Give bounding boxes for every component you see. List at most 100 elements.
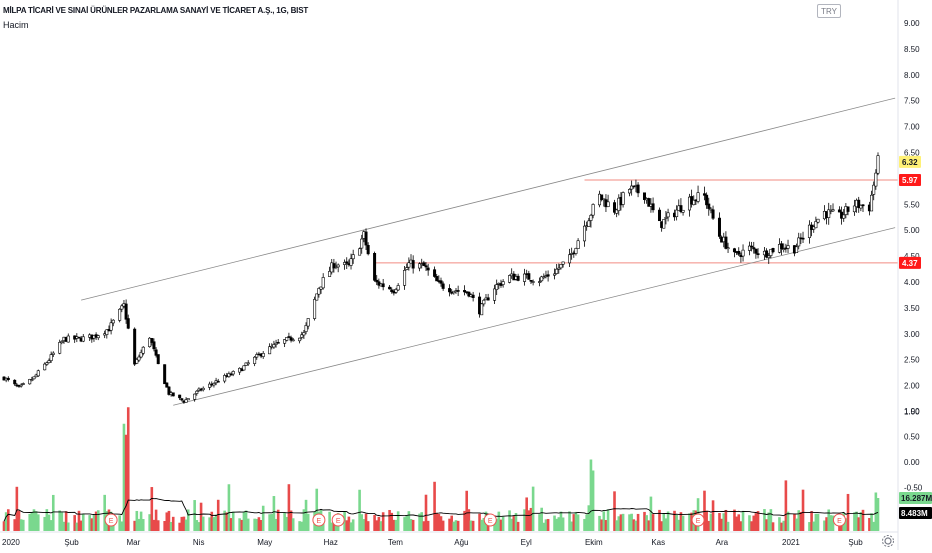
candle-down: [643, 192, 647, 200]
earnings-marker-label: E: [317, 518, 322, 525]
volume-bar: [876, 498, 880, 531]
candle-down: [717, 217, 721, 237]
volume-bar: [422, 521, 426, 531]
candle-down: [711, 209, 715, 219]
volume-ma-line: [3, 497, 879, 522]
candle-up: [876, 155, 880, 174]
candle-up: [508, 275, 512, 283]
volume-bar: [540, 507, 543, 531]
candle-up: [403, 270, 407, 286]
volume-bar: [392, 519, 396, 531]
volume-bar: [870, 513, 873, 531]
volume-bar: [469, 520, 473, 531]
volume-bar: [735, 516, 738, 531]
price-axis-label: 5.50: [904, 200, 920, 209]
volume-bar: [199, 502, 203, 531]
candle-down: [124, 303, 128, 320]
candle-up: [767, 255, 771, 259]
volume-bar: [289, 510, 293, 531]
earnings-marker[interactable]: E: [483, 513, 497, 527]
volume-bar: [272, 496, 276, 531]
chart-title: MİLPA TİCARİ VE SINAİ ÜRÜNLER PAZARLAMA …: [3, 6, 309, 15]
candle-up: [184, 399, 188, 403]
volume-bar: [739, 521, 743, 531]
candle-down: [426, 267, 430, 271]
candle-down: [750, 245, 754, 248]
candle-up: [480, 303, 484, 316]
candle-down: [154, 349, 158, 356]
earnings-marker-label: E: [488, 518, 493, 525]
volume-bar: [381, 512, 385, 531]
candle-down: [756, 253, 760, 255]
volume-bar: [780, 522, 783, 531]
volume-bar: [330, 522, 334, 531]
volume-bar: [602, 511, 606, 531]
candle-up: [321, 277, 325, 289]
volume-bar: [844, 518, 848, 531]
volume-bar: [859, 512, 863, 531]
volume-bar: [178, 522, 181, 531]
volume-bar: [19, 519, 23, 531]
volume-bar: [632, 519, 636, 531]
volume-bar: [482, 517, 486, 531]
earnings-marker-circle: [104, 513, 118, 527]
candle-down: [679, 205, 683, 213]
time-axis-label: 2020: [2, 538, 20, 547]
volume-bar: [797, 510, 801, 531]
candle-up: [274, 342, 278, 345]
candle-down: [133, 328, 137, 365]
candle-up: [360, 238, 364, 249]
candle-up: [662, 219, 666, 229]
volume-bar: [2, 521, 6, 531]
candle-up: [306, 318, 310, 327]
settings-button[interactable]: [880, 534, 896, 548]
candle-up: [135, 359, 139, 364]
candle-up: [814, 221, 818, 229]
volume-bar: [135, 510, 139, 531]
earnings-marker[interactable]: E: [104, 513, 118, 527]
volume-bar: [480, 519, 484, 531]
earnings-marker-circle: [832, 513, 846, 527]
volume-bar: [853, 512, 856, 531]
volume-bar: [81, 514, 85, 531]
earnings-marker[interactable]: E: [331, 513, 345, 527]
candle-up: [726, 247, 730, 250]
earnings-marker[interactable]: E: [832, 513, 846, 527]
volume-bar: [212, 517, 216, 531]
volume-bar: [617, 516, 621, 531]
volume-indicator-label[interactable]: Hacim: [3, 20, 29, 30]
volume-bar: [666, 511, 670, 531]
volume-bar: [152, 519, 156, 531]
candle-up: [111, 319, 115, 324]
candlesticks: [2, 152, 880, 404]
volume-bar: [306, 513, 310, 531]
volume-bar: [163, 520, 166, 531]
volume-bar: [88, 515, 91, 531]
volume-bar: [677, 519, 681, 531]
currency-badge[interactable]: TRY: [817, 4, 841, 18]
volume-bar: [409, 518, 413, 531]
candle-down: [180, 398, 184, 401]
time-axis[interactable]: 2020 Şub Mar Nis May Haz Tem Ağu Eyl Ekim Kas Ara 20…: [2, 538, 863, 547]
earnings-marker[interactable]: E: [312, 513, 326, 527]
candle-up: [302, 332, 306, 336]
candle-up: [872, 184, 876, 195]
candle-up: [58, 342, 62, 354]
volume-bar: [769, 509, 773, 531]
candle-up: [628, 189, 632, 194]
volume-bar: [186, 509, 190, 531]
candle-up: [109, 322, 113, 331]
volume-bar: [628, 514, 631, 531]
candle-down: [171, 392, 175, 397]
price-axis[interactable]: 9.00 8.50 8.00 7.50 7.00 6.50 5.50 5.00 4.50 4.00…: [904, 19, 923, 493]
volume-bar: [795, 518, 798, 531]
volume-bar: [561, 517, 565, 531]
candle-down: [388, 286, 392, 290]
volume-tag-label: 16.287M: [901, 494, 932, 503]
candle-down: [345, 261, 349, 264]
earnings-marker[interactable]: E: [691, 513, 705, 527]
candle-up: [231, 371, 235, 375]
volume-bar: [574, 511, 578, 531]
